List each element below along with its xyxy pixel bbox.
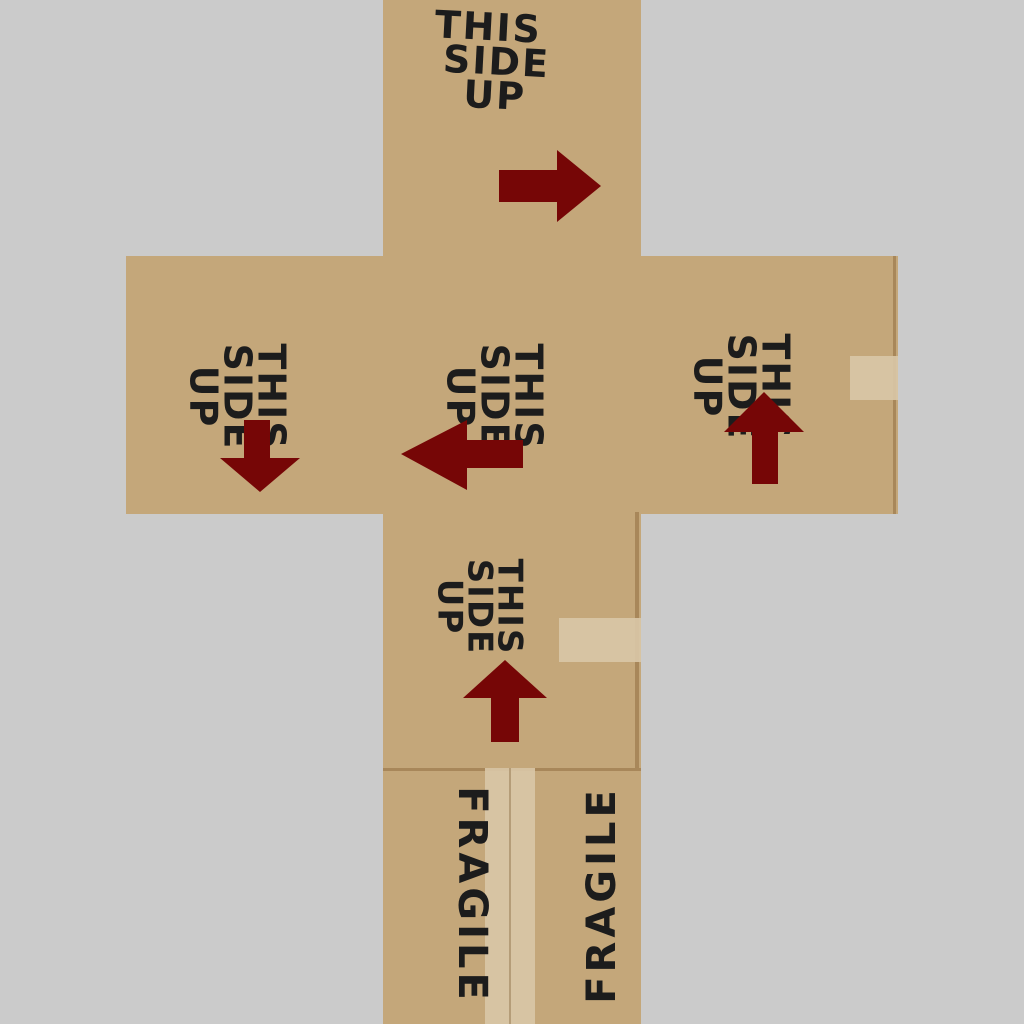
arrow-left-icon — [401, 420, 523, 490]
fragile-label: FRAGILE — [578, 786, 625, 1004]
box-face-top: THIS SIDE UP — [383, 0, 641, 258]
this-side-up-label: THIS SIDE UP — [420, 2, 552, 119]
fragile-label: FRAGILE — [448, 786, 495, 1004]
arrow-up-icon — [463, 660, 547, 742]
tape-strip — [850, 356, 898, 400]
box-face-front: THIS SIDE UP — [383, 512, 641, 770]
arrow-up-icon — [724, 392, 804, 484]
box-face-right: THIS SIDE UP — [640, 256, 898, 514]
box-face-bottom: FRAGILE FRAGILE — [383, 768, 641, 1024]
box-face-left: THIS SIDE UP — [126, 256, 384, 514]
arrow-down-icon — [220, 420, 300, 492]
box-face-center: THIS SIDE UP — [383, 256, 641, 514]
this-side-up-label: THIS SIDE UP — [429, 559, 529, 656]
tape-fold-line — [509, 768, 511, 1024]
tape-strip — [559, 618, 641, 662]
arrow-right-icon — [499, 150, 601, 222]
